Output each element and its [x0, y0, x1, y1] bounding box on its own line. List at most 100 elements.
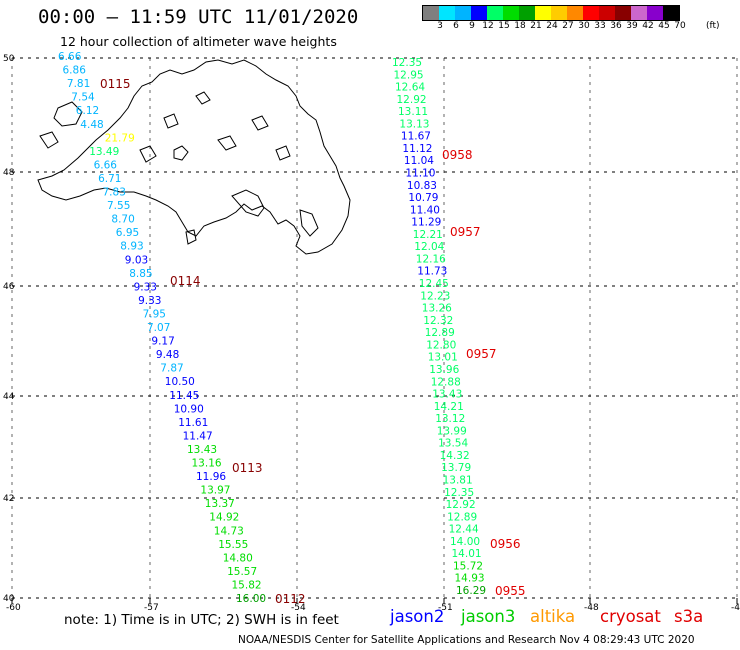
- coastline-newfoundland: [37, 59, 351, 255]
- wave-height-value: 14.80: [223, 552, 253, 564]
- wave-height-value: 12.92: [446, 499, 476, 511]
- legend-altika: altika: [530, 607, 576, 626]
- wave-height-value: 10.79: [408, 192, 438, 204]
- wave-height-value: 12.45: [419, 278, 449, 290]
- wave-height-value: 14.00: [450, 536, 480, 548]
- wave-height-value: 12.04: [414, 241, 444, 253]
- color-scale-swatch: [583, 6, 599, 20]
- wave-height-value: 13.97: [200, 485, 230, 497]
- wave-height-value: 13.37: [205, 498, 235, 510]
- wave-height-value: 8.85: [129, 268, 152, 280]
- wave-height-value: 6.66: [94, 159, 118, 171]
- wave-height-value: 13.01: [428, 352, 458, 364]
- color-scale-swatch: [487, 6, 503, 20]
- longitude-labels: -60 -57 -54 -51 -48 -45: [6, 603, 740, 610]
- color-scale-label: 21: [530, 21, 542, 31]
- wave-height-value: 7.87: [160, 363, 183, 375]
- satellite-track-east: 12.3512.9512.6412.9213.1113.1311.6711.12…: [392, 57, 486, 597]
- lat-label: 50: [3, 54, 15, 64]
- wave-height-value: 13.54: [438, 438, 468, 450]
- wave-height-value: 21.79: [105, 132, 135, 144]
- wave-height-value: 13.26: [422, 303, 452, 315]
- pass-time-label: 0115: [100, 77, 131, 91]
- wave-height-value: 12.32: [423, 315, 453, 327]
- color-scale-label: 12: [482, 21, 494, 31]
- wave-height-value: 14.73: [214, 525, 244, 537]
- legend-jason2: jason2: [390, 607, 445, 626]
- credit-line: NOAA/NESDIS Center for Satellite Applica…: [238, 634, 695, 646]
- color-scale-swatch: [599, 6, 615, 20]
- color-scale-swatch: [663, 6, 679, 20]
- lon-label: -45: [731, 603, 740, 610]
- color-scale-label: 15: [498, 21, 510, 31]
- lon-label: -57: [144, 603, 159, 610]
- pass-time-label: 0113: [232, 461, 263, 475]
- wave-height-value: 9.33: [138, 295, 161, 307]
- wave-height-value: 15.82: [232, 579, 262, 591]
- legend-jason3: jason3: [461, 607, 516, 626]
- wave-height-value: 13.99: [437, 425, 467, 437]
- wave-height-value: 14.92: [209, 512, 239, 524]
- wave-height-value: 12.95: [394, 69, 424, 81]
- wave-height-value: 13.96: [429, 364, 459, 376]
- color-scale-label: 3: [437, 21, 443, 31]
- wave-height-value: 15.72: [453, 560, 483, 572]
- wave-height-value: 6.71: [98, 173, 121, 185]
- map-grid-ticks: [11, 57, 738, 604]
- color-scale-swatch: [615, 6, 631, 20]
- color-scale-swatch: [551, 6, 567, 20]
- color-scale-unit: (ft): [706, 21, 720, 31]
- wave-height-value: 16.00: [236, 593, 266, 605]
- color-scale-label: 27: [562, 21, 574, 31]
- color-scale-label: 36: [610, 21, 622, 31]
- color-scale-swatch: [503, 6, 519, 20]
- wave-height-value: 11.96: [196, 471, 226, 483]
- wave-height-value: 12.80: [426, 339, 456, 351]
- wave-height-value: 11.45: [169, 390, 199, 402]
- color-scale-label: 24: [546, 21, 558, 31]
- lat-label: 40: [3, 594, 15, 604]
- color-scale-swatch: [631, 6, 647, 20]
- wave-height-value: 8.93: [120, 241, 143, 253]
- wave-height-value: 14.93: [455, 573, 485, 585]
- color-scale-swatch: [455, 6, 471, 20]
- wave-height-value: 7.95: [143, 308, 166, 320]
- wave-height-value: 12.89: [447, 511, 477, 523]
- pass-time-label: 0957: [450, 225, 481, 239]
- pass-time-label: 0958: [442, 148, 473, 162]
- wave-height-value: 13.81: [443, 475, 473, 487]
- wave-height-value: 6.86: [63, 65, 87, 77]
- wave-height-value: 10.83: [407, 180, 437, 192]
- lon-label: -54: [291, 603, 306, 610]
- wave-height-value: 12.16: [416, 254, 446, 266]
- color-scale-label: 70: [674, 21, 686, 31]
- wave-height-value: 9.48: [156, 349, 179, 361]
- color-scale-label: 33: [594, 21, 606, 31]
- lat-label: 48: [3, 168, 15, 178]
- wave-height-value: 15.55: [218, 539, 248, 551]
- map-subtitle: 12 hour collection of altimeter wave hei…: [60, 34, 337, 49]
- wave-height-value: 13.16: [192, 458, 222, 470]
- pass-time-label: 0955: [495, 584, 526, 598]
- lon-label: -48: [584, 603, 599, 610]
- latitude-labels: 50 48 46 44 42 40: [3, 54, 15, 604]
- color-scale-bar: [422, 5, 680, 21]
- pass-time-label: 0112: [275, 592, 306, 606]
- wave-height-value: 11.40: [410, 204, 440, 216]
- wave-height-value: 13.43: [187, 444, 217, 456]
- wave-height-value: 7.83: [103, 187, 126, 199]
- wave-height-value: 7.81: [67, 78, 90, 90]
- pass-time-label: 0956: [490, 537, 521, 551]
- wave-height-value: 12.44: [449, 524, 479, 536]
- wave-height-map: -60 -57 -54 -51 -48 -45 50 48 46 44 42 40 6.66 6.86…: [3, 51, 740, 610]
- wave-height-value: 13.49: [89, 146, 119, 158]
- wave-height-value: 6.95: [116, 227, 139, 239]
- lat-label: 42: [3, 494, 14, 504]
- wave-height-value: 11.47: [183, 430, 213, 442]
- color-scale-label: 6: [453, 21, 459, 31]
- wave-height-value: 8.70: [111, 214, 134, 226]
- wave-height-value: 12.92: [397, 94, 427, 106]
- wave-height-value: 4.48: [80, 119, 103, 131]
- wave-height-value: 11.10: [405, 168, 435, 180]
- pass-time-label: 0114: [170, 274, 201, 288]
